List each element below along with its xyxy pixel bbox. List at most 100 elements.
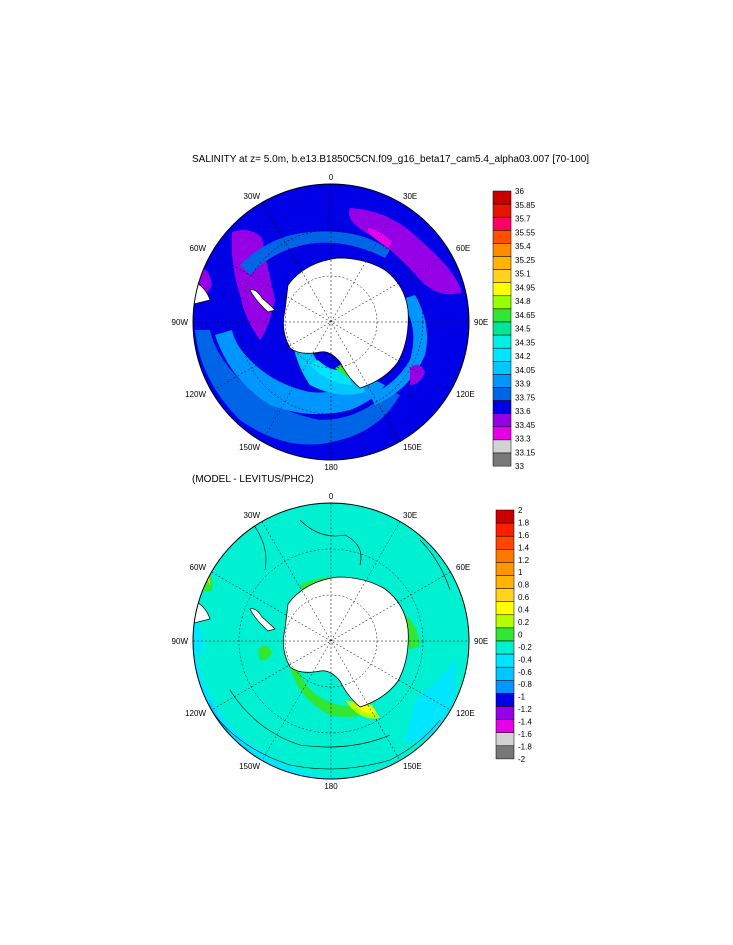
colorbar-swatch [495, 588, 515, 602]
colorbar-label: 33.45 [515, 421, 536, 430]
lon-label-150w: 150W [239, 443, 260, 452]
colorbar-swatch [492, 387, 512, 401]
colorbar-label: 33.9 [515, 380, 531, 389]
panel2-title: (MODEL - LEVITUS/PHC2) [192, 474, 314, 485]
colorbar-swatch [492, 400, 512, 414]
salinity-patch-high [368, 228, 392, 248]
colorbar-label: 33.15 [515, 448, 536, 457]
colorbar-swatch [492, 282, 512, 297]
colorbar-swatch [495, 732, 515, 747]
colorbar-label: 36 [515, 187, 524, 196]
colorbar-label: 2 [518, 506, 523, 515]
colorbar-label: 0.6 [518, 593, 530, 602]
colorbar-swatch [495, 680, 515, 694]
colorbar-swatch [492, 216, 512, 231]
colorbar-label: -0.2 [518, 643, 532, 652]
colorbar-label: 34.65 [515, 311, 536, 320]
colorbar-label: 34.35 [515, 338, 536, 347]
colorbar-label: 0.8 [518, 581, 530, 590]
colorbar-label: 0.4 [518, 606, 530, 615]
colorbar-label: 33.3 [515, 435, 531, 444]
colorbar-label: -1.6 [518, 730, 532, 739]
lon-label-90e: 90E [474, 637, 488, 646]
colorbar-label: -1 [518, 693, 526, 702]
colorbar-label: -0.6 [518, 668, 532, 677]
colorbar-swatch [495, 601, 515, 616]
lon-label-60e: 60E [456, 563, 470, 572]
salinity-lon-labels: 0 30E 60E 90E 120E 150E 180 150W 120W 90… [172, 173, 489, 472]
salinity-band-34-05 [290, 320, 365, 395]
colorbar-swatch [495, 614, 515, 629]
colorbar-label: 1 [518, 568, 523, 577]
colorbar-swatch [492, 256, 512, 270]
salinity-peninsula [249, 289, 276, 313]
lon-label-30e: 30E [403, 192, 417, 201]
colorbar-swatch [492, 321, 512, 336]
salinity-colorbar: 36 35.85 35.7 35.55 35.4 35.25 35.1 34.95 34.8 34… [492, 187, 536, 471]
lon-label-60e: 60E [456, 244, 470, 253]
colorbar-swatch [492, 361, 512, 375]
colorbar-label: 34.05 [515, 366, 536, 375]
colorbar-swatch [495, 522, 515, 537]
lon-label-30w: 30W [244, 511, 261, 520]
salinity-band-east [370, 295, 428, 405]
lon-label-120w: 120W [185, 709, 206, 718]
diff-antarctica [282, 576, 409, 708]
colorbar-label: 33.75 [515, 393, 536, 402]
colorbar-swatch [495, 640, 515, 655]
colorbar-swatch [495, 653, 515, 668]
colorbar-label: -0.8 [518, 680, 532, 689]
colorbar-swatch [495, 562, 515, 576]
salinity-map-border [192, 183, 470, 461]
colorbar-swatch [495, 575, 515, 589]
colorbar-label: 0.2 [518, 618, 530, 627]
colorbar-swatch [492, 374, 512, 388]
lon-label-0: 0 [329, 173, 334, 182]
colorbar-label: 33.6 [515, 407, 531, 416]
colorbar-swatch [492, 243, 512, 257]
colorbar-swatch [492, 269, 512, 283]
lon-label-150w: 150W [239, 762, 260, 771]
lon-label-60w: 60W [190, 563, 207, 572]
colorbar-swatch [492, 334, 512, 349]
colorbar-label: 1.4 [518, 543, 530, 552]
lon-label-180: 180 [324, 463, 338, 472]
colorbar-swatch [495, 549, 515, 563]
salinity-patch-southatlantic [349, 208, 462, 295]
colorbar-swatch [492, 230, 512, 244]
difference-colorbar: 2 1.8 1.6 1.4 1.2 1 0.8 0.6 0.4 0.2 0 -0.2 -0.4 -0.6 -… [495, 506, 532, 764]
colorbar-label: -1.2 [518, 705, 532, 714]
colorbar-swatch [495, 627, 515, 642]
lon-label-150e: 150E [403, 762, 422, 771]
colorbar-swatch [492, 203, 512, 218]
lon-label-120e: 120E [456, 390, 475, 399]
colorbar-swatch [495, 745, 515, 760]
colorbar-label: -0.4 [518, 655, 532, 664]
colorbar-swatch [495, 509, 515, 524]
colorbar-label: 35.7 [515, 215, 531, 224]
colorbar-swatch [495, 693, 515, 707]
colorbar-swatch [492, 295, 512, 310]
colorbar-label: 1.2 [518, 556, 530, 565]
salinity-graticule [193, 184, 469, 460]
colorbar-swatch [495, 706, 515, 720]
colorbar-label: -1.4 [518, 718, 532, 727]
salinity-map: 0 30E 60E 90E 120E 150E 180 150W 120W 90… [172, 173, 536, 472]
colorbar-label: 34.8 [515, 297, 531, 306]
colorbar-label: -1.8 [518, 742, 532, 751]
salinity-antarctica [282, 257, 409, 389]
lon-label-120e: 120E [456, 709, 475, 718]
lon-label-60w: 60W [190, 244, 207, 253]
salinity-band-33-75 [195, 330, 400, 445]
colorbar-swatch [492, 308, 512, 323]
colorbar-label: 0 [518, 630, 523, 639]
colorbar-label: 35.85 [515, 201, 536, 210]
colorbar-swatch [492, 426, 512, 441]
panel1-title: SALINITY at z= 5.0m, b.e13.B1850C5CN.f09… [192, 154, 590, 165]
colorbar-label: 33 [515, 462, 524, 471]
colorbar-label: 35.1 [515, 270, 531, 279]
lon-label-150e: 150E [403, 443, 422, 452]
colorbar-label: 35.55 [515, 228, 536, 237]
colorbar-label: -2 [518, 755, 526, 764]
